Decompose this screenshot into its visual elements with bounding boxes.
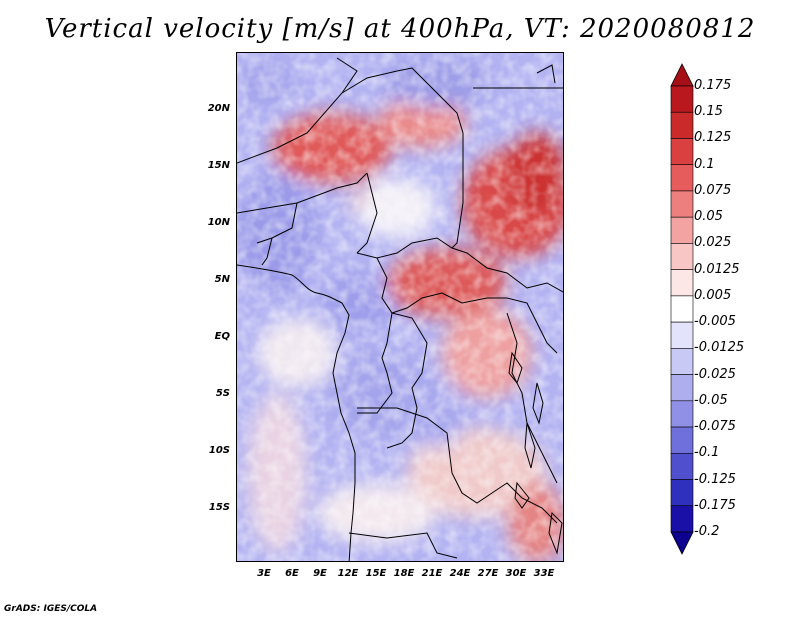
- colorbar-bin: [670, 269, 694, 297]
- colorbar-tick-label: 0.075: [694, 182, 732, 198]
- colorbar-bin: [670, 216, 694, 244]
- colorbar-tick-label: -0.075: [694, 419, 736, 435]
- colorbar-bin: [670, 190, 694, 218]
- lon-label-21e: 21E: [421, 568, 443, 579]
- lat-label-15n: 15N: [207, 160, 230, 171]
- colorbar-bin: [670, 400, 694, 428]
- colorbar-tick-label: 0.175: [694, 78, 732, 93]
- map-panel: [236, 52, 564, 562]
- colorbar-bin: [670, 348, 694, 375]
- colorbar-bin: [670, 164, 694, 192]
- colorbar-bin: [670, 295, 694, 323]
- colorbar-bin-bottom: [670, 531, 694, 555]
- colorbar-tick-label: 0.005: [694, 287, 732, 303]
- lat-label-5s: 5S: [215, 388, 230, 399]
- colorbar-bin: [670, 243, 694, 270]
- colorbar-bin: [670, 85, 694, 113]
- lon-label-15e: 15E: [365, 568, 387, 579]
- colorbar-tick-label: -0.2: [694, 524, 720, 539]
- lat-label-10s: 10S: [208, 445, 230, 456]
- lat-label-10n: 10N: [207, 217, 230, 228]
- colorbar-tick-label: 0.15: [694, 104, 723, 120]
- lon-label-9e: 9E: [313, 568, 327, 579]
- lat-label-15s: 15S: [208, 502, 230, 513]
- colorbar-tick-label: 0.0125: [694, 261, 740, 277]
- colorbar-tick-label: -0.1: [694, 445, 720, 461]
- lon-label-18e: 18E: [393, 568, 415, 579]
- colorbar-tick-label: 0.05: [694, 209, 723, 225]
- colorbar-bin: [670, 111, 694, 139]
- colorbar-tick-label: -0.0125: [694, 340, 745, 356]
- colorbar-tick-label: -0.05: [694, 392, 728, 408]
- colorbar-bin: [670, 452, 694, 480]
- lon-label-12e: 12E: [337, 568, 359, 579]
- lon-label-3e: 3E: [257, 568, 271, 579]
- colorbar-tick-label: 0.1: [694, 156, 715, 172]
- colorbar-tick-label: 0.025: [694, 235, 732, 251]
- lat-label-eq: EQ: [214, 331, 230, 342]
- map-title: Vertical velocity [m/s] at 400hPa, VT: 2…: [44, 14, 756, 44]
- vertical-velocity-field: [237, 53, 563, 561]
- lon-label-30e: 30E: [505, 568, 527, 579]
- lon-label-24e: 24E: [449, 568, 471, 579]
- colorbar-tick-label: -0.005: [694, 314, 736, 330]
- lon-label-6e: 6E: [285, 568, 299, 579]
- colorbar-tick-label: -0.025: [694, 366, 736, 382]
- colorbar-tick-label: -0.125: [694, 471, 736, 487]
- colorbar-tick-label: -0.175: [694, 497, 736, 513]
- colorbar-bin: [670, 138, 694, 166]
- colorbar-bin: [670, 426, 694, 454]
- colorbar-bin: [670, 479, 694, 507]
- colorbar: [670, 63, 694, 555]
- colorbar-tick-label: 0.125: [694, 130, 732, 146]
- colorbar-bin: [670, 321, 694, 349]
- lon-label-27e: 27E: [477, 568, 499, 579]
- lat-label-20n: 20N: [207, 103, 230, 114]
- lat-label-5n: 5N: [214, 274, 230, 285]
- colorbar-bin: [670, 374, 694, 402]
- colorbar-bin: [670, 505, 694, 533]
- lon-label-33e: 33E: [533, 568, 555, 579]
- colorbar-bin-top: [670, 63, 694, 87]
- grads-credit: GrADS: IGES/COLA: [4, 604, 98, 614]
